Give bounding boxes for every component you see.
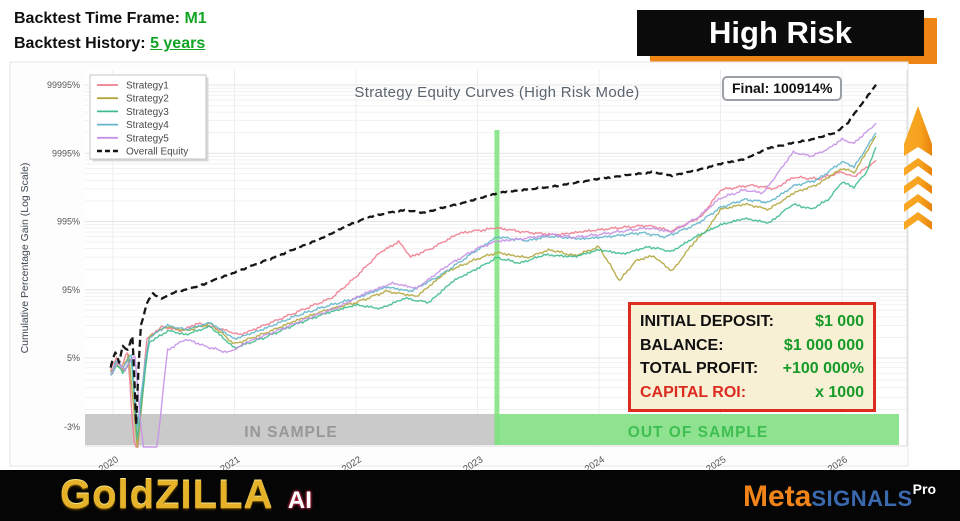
series-strategy2	[109, 135, 877, 448]
info-value: +100 000%	[782, 360, 864, 377]
info-label: CAPITAL ROI:	[640, 383, 747, 401]
metasignals-meta: Meta	[743, 480, 812, 513]
goldzilla-wordmark: GoldZILLA	[60, 473, 274, 517]
high-risk-banner: High Risk	[637, 6, 937, 66]
band-1	[496, 414, 899, 445]
series-strategy4	[110, 132, 877, 427]
legend-label: Strategy3	[126, 107, 169, 118]
sample-split-line	[494, 130, 500, 445]
out-of-sample-label: OUT OF SAMPLE	[628, 424, 768, 441]
final-value-badge: Final: 100914%	[722, 76, 843, 101]
legend-label: Overall Equity	[126, 147, 188, 158]
series-overall-equity	[109, 84, 877, 426]
in-sample-label: IN SAMPLE	[244, 424, 337, 441]
info-value: x 1000	[815, 383, 864, 401]
band-0	[85, 414, 497, 445]
goldzilla-logo: GoldZILLA AI	[60, 470, 312, 521]
info-row-balance: BALANCE: $1 000 000	[640, 334, 864, 358]
split-line-rect	[494, 130, 500, 445]
metasignals-pro: Pro	[912, 481, 936, 497]
y-tick: 9995%	[52, 148, 80, 158]
sample-bands	[85, 414, 899, 445]
legend-label: Strategy5	[126, 133, 169, 144]
legend-label: Strategy2	[126, 94, 169, 105]
series-lines	[109, 84, 877, 448]
info-label: INITIAL DEPOSIT:	[640, 313, 774, 330]
footer-bar: GoldZILLA AI MetaSIGNALSPro	[0, 470, 960, 521]
backtest-history-link[interactable]: 5 years	[150, 35, 206, 52]
info-row-capital-roi: CAPITAL ROI: x 1000	[640, 381, 864, 405]
backtest-timeframe-line: Backtest Time Frame: M1	[14, 6, 207, 31]
backtest-header: Backtest Time Frame: M1 Backtest History…	[14, 6, 207, 56]
backtest-history-label: Backtest History:	[14, 35, 146, 52]
y-tick: -3%	[64, 422, 80, 432]
info-value: $1 000	[815, 313, 864, 330]
y-tick: 5%	[67, 353, 80, 363]
results-info-box: INITIAL DEPOSIT: $1 000 BALANCE: $1 000 …	[628, 302, 876, 412]
y-tick: 99995%	[47, 80, 80, 90]
chart-title: Strategy Equity Curves (High Risk Mode)	[354, 84, 639, 101]
backtest-history-line: Backtest History: 5 years	[14, 31, 207, 56]
info-label: TOTAL PROFIT:	[640, 360, 759, 377]
goldzilla-ai-suffix: AI	[287, 487, 312, 514]
y-tick: 995%	[57, 217, 80, 227]
up-arrow-icon	[904, 106, 932, 230]
legend-label: Strategy4	[126, 120, 169, 131]
metasignals-signals: SIGNALS	[811, 486, 913, 511]
y-tick: 95%	[62, 285, 80, 295]
info-value: $1 000 000	[783, 336, 864, 354]
info-row-initial-deposit: INITIAL DEPOSIT: $1 000	[640, 310, 864, 334]
info-label: BALANCE:	[640, 336, 724, 354]
metasignals-logo: MetaSIGNALSPro	[743, 470, 936, 521]
info-row-total-profit: TOTAL PROFIT: +100 000%	[640, 357, 864, 381]
backtest-timeframe-label: Backtest Time Frame:	[14, 10, 180, 27]
legend-box	[89, 74, 207, 160]
banner-label: High Risk	[637, 10, 924, 56]
legend: Strategy1 Strategy2 Strategy3 Strategy4 Stra…	[89, 74, 209, 162]
legend-label: Strategy1	[126, 81, 169, 92]
series-strategy1	[109, 159, 877, 448]
backtest-timeframe-value: M1	[184, 10, 207, 27]
series-strategy5	[110, 122, 877, 448]
y-axis-title: Cumulative Percentage Gain (Log Scale)	[19, 163, 31, 354]
